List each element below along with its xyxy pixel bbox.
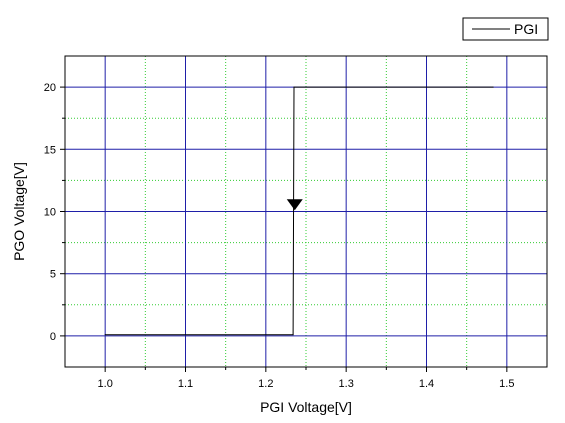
series-layer bbox=[104, 86, 494, 336]
y-tick-label: 10 bbox=[44, 207, 56, 219]
series-point-pgi bbox=[104, 334, 106, 336]
x-tick-label: 1.0 bbox=[98, 378, 113, 390]
x-tick-label: 1.2 bbox=[258, 378, 273, 390]
series-point-pgi bbox=[492, 86, 494, 88]
y-tick-label: 20 bbox=[44, 82, 56, 94]
x-tick-label: 1.1 bbox=[178, 378, 193, 390]
x-axis-title: PGI Voltage[V] bbox=[260, 399, 352, 415]
ticks: 1.0 1.1 1.2 1.3 1.4 1.5 0 5 10 15 20 bbox=[44, 82, 515, 390]
legend-label-pgi: PGI bbox=[514, 21, 538, 37]
x-tick-label: 1.5 bbox=[499, 378, 514, 390]
y-tick-label: 0 bbox=[50, 331, 56, 343]
series-point-pgi bbox=[293, 86, 295, 88]
y-tick-label: 5 bbox=[50, 269, 56, 281]
y-axis-title: PGO Voltage[V] bbox=[11, 162, 27, 261]
arrow-down-marker bbox=[286, 199, 303, 211]
x-tick-label: 1.3 bbox=[339, 378, 354, 390]
y-tick-label: 15 bbox=[44, 144, 56, 156]
grid bbox=[65, 56, 547, 367]
series-point-pgi bbox=[292, 334, 294, 336]
series-line-pgi bbox=[105, 86, 494, 336]
x-tick-label: 1.4 bbox=[419, 378, 434, 390]
legend: PGI bbox=[462, 17, 549, 41]
